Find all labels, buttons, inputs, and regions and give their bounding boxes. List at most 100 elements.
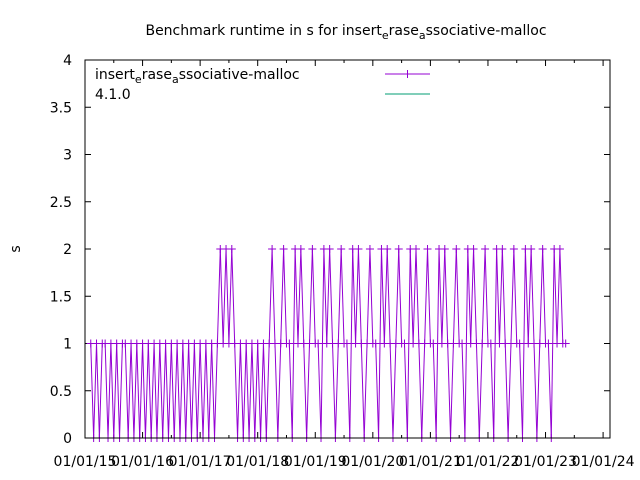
series-segment bbox=[234, 343, 239, 439]
y-tick-label: 3.5 bbox=[50, 100, 72, 116]
series-segment bbox=[556, 248, 561, 344]
series-segment bbox=[559, 248, 564, 344]
series-segment bbox=[90, 343, 95, 439]
data-point bbox=[561, 339, 570, 348]
series-segment bbox=[395, 248, 400, 344]
series-segment bbox=[447, 343, 452, 439]
series-1 bbox=[86, 245, 570, 442]
series-segment bbox=[475, 343, 480, 439]
series-segment bbox=[248, 343, 253, 439]
series-segment bbox=[464, 248, 469, 439]
series-segment bbox=[144, 343, 149, 439]
series-segment bbox=[498, 248, 503, 344]
series-segment bbox=[366, 248, 371, 344]
series-segment bbox=[334, 343, 339, 439]
series-segment bbox=[524, 248, 529, 344]
series-segment bbox=[444, 248, 449, 344]
series-segment bbox=[225, 248, 230, 344]
series-segment bbox=[450, 343, 454, 439]
series-segment bbox=[329, 248, 334, 344]
y-tick-label: 2 bbox=[63, 242, 72, 258]
series-segment bbox=[202, 343, 207, 439]
series-segment bbox=[182, 343, 187, 439]
series-segment bbox=[228, 248, 233, 344]
series-segment bbox=[427, 248, 431, 344]
series-segment bbox=[110, 343, 115, 439]
series-segment bbox=[323, 248, 328, 344]
series-segment bbox=[346, 343, 351, 439]
series-segment bbox=[107, 343, 112, 439]
x-tick-label: 01/01/18 bbox=[226, 454, 289, 470]
series-segment bbox=[268, 248, 273, 344]
series-segment bbox=[527, 248, 532, 344]
series-segment bbox=[130, 343, 135, 439]
plot-border bbox=[84, 59, 611, 439]
series-segment bbox=[231, 248, 236, 344]
series-segment bbox=[188, 343, 192, 439]
series-segment bbox=[357, 248, 362, 344]
y-axis-label: s bbox=[8, 245, 24, 252]
series-segment bbox=[355, 248, 359, 344]
x-tick-label: 01/01/16 bbox=[111, 454, 174, 470]
series-segment bbox=[317, 343, 322, 439]
series-segment bbox=[490, 343, 495, 439]
series-segment bbox=[300, 248, 305, 344]
series-segment bbox=[519, 343, 523, 439]
y-tick-label: 2.5 bbox=[50, 195, 72, 211]
series-segment bbox=[280, 248, 285, 344]
series-segment bbox=[214, 343, 218, 439]
series-segment bbox=[271, 248, 276, 344]
series-segment bbox=[493, 248, 498, 439]
series-segment bbox=[473, 248, 477, 344]
series-segment bbox=[536, 343, 541, 439]
series-segment bbox=[455, 248, 460, 344]
series-segment bbox=[550, 248, 555, 439]
series-segment bbox=[389, 343, 394, 439]
series-segment bbox=[467, 248, 472, 344]
series-segment bbox=[481, 248, 486, 344]
series-segment bbox=[237, 343, 241, 439]
series-segment bbox=[501, 248, 506, 344]
x-tick-label: 01/01/24 bbox=[572, 454, 635, 470]
series-segment bbox=[421, 343, 426, 439]
series-segment bbox=[533, 343, 538, 439]
series-segment bbox=[133, 343, 138, 439]
title-part: e bbox=[382, 29, 389, 42]
series-segment bbox=[127, 343, 132, 439]
x-tick-label: 01/01/22 bbox=[457, 454, 520, 470]
series-segment bbox=[216, 248, 221, 344]
series-segment bbox=[349, 248, 354, 439]
series-segment bbox=[478, 343, 483, 439]
x-tick-label: 01/01/21 bbox=[399, 454, 462, 470]
series-segment bbox=[539, 248, 544, 344]
series-segment bbox=[360, 343, 365, 439]
series-segment bbox=[496, 248, 500, 344]
series-segment bbox=[119, 343, 123, 439]
series-segment bbox=[553, 248, 558, 344]
series-segment bbox=[326, 248, 331, 344]
series-segment bbox=[170, 343, 175, 439]
series-segment bbox=[380, 248, 385, 344]
series-segment bbox=[352, 248, 357, 344]
series-segment bbox=[392, 343, 397, 439]
series-segment bbox=[294, 248, 299, 344]
series-segment bbox=[522, 248, 526, 439]
series-segment bbox=[142, 343, 146, 439]
series-segment bbox=[309, 248, 313, 344]
series-segment bbox=[124, 343, 129, 439]
series-segment bbox=[156, 343, 161, 439]
series-segment bbox=[386, 248, 391, 344]
legend-label-series-1: inserteraseassociative-malloc bbox=[95, 67, 300, 86]
series-segment bbox=[254, 343, 259, 439]
series-segment bbox=[199, 343, 204, 439]
series-segment bbox=[438, 248, 443, 344]
series-segment bbox=[409, 248, 414, 344]
series-segment bbox=[262, 343, 267, 439]
series-segment bbox=[452, 248, 457, 344]
x-tick-label: 01/01/23 bbox=[514, 454, 577, 470]
series-segment bbox=[406, 248, 411, 439]
y-tick-label: 0.5 bbox=[50, 384, 72, 400]
series-segment bbox=[547, 343, 552, 439]
series-segment bbox=[507, 343, 512, 439]
